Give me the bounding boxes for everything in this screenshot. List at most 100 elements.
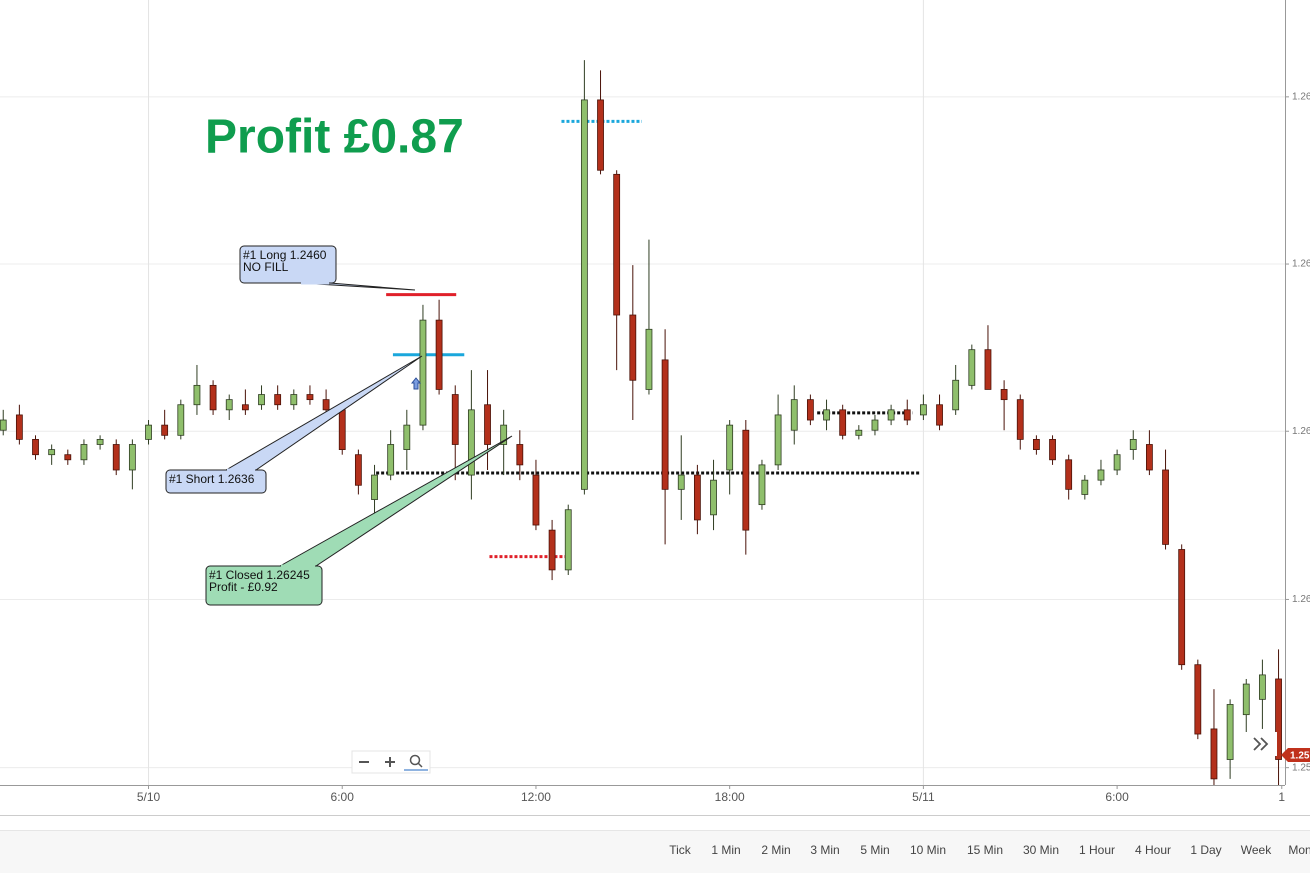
candle-body xyxy=(1129,438,1137,450)
zoom-reset[interactable] xyxy=(404,754,428,771)
entry-arrow xyxy=(410,377,422,390)
candle-body xyxy=(629,314,637,381)
y-tick-label: 1.26 xyxy=(1292,426,1310,437)
candle-body xyxy=(1065,459,1073,490)
candle-body xyxy=(128,444,136,471)
candle-body xyxy=(548,529,556,571)
candle-body xyxy=(403,424,411,450)
timeframe-button[interactable]: 1 Hour xyxy=(1079,843,1115,857)
candle-body xyxy=(1049,438,1056,461)
candle-body xyxy=(306,394,314,401)
candle-body xyxy=(871,419,879,431)
candle-body xyxy=(371,474,378,500)
candle-body xyxy=(225,399,233,411)
timeframe-button[interactable]: 1 Day xyxy=(1190,843,1221,857)
timeframe-button[interactable]: Mon xyxy=(1288,843,1310,857)
candle-body xyxy=(1178,549,1186,666)
candle-body xyxy=(274,394,282,406)
y-tick-label: 1.26 xyxy=(1292,91,1310,102)
callout-text: #1 Closed 1.26245 xyxy=(209,568,310,582)
candle-body xyxy=(338,409,346,450)
candle-body xyxy=(112,444,120,471)
candle-body xyxy=(467,409,475,476)
candle-body xyxy=(1000,389,1008,401)
timeframe-button[interactable]: 10 Min xyxy=(910,843,946,857)
candle-body xyxy=(710,479,717,516)
candle-body xyxy=(451,394,459,445)
timeframe-button[interactable]: 4 Hour xyxy=(1135,843,1171,857)
callout-box xyxy=(165,469,267,494)
timeframe-button[interactable]: Tick xyxy=(669,843,692,857)
callout-box xyxy=(239,245,337,284)
x-tick-label: 6:00 xyxy=(331,790,355,804)
candle-body xyxy=(48,449,56,456)
candle-body xyxy=(887,409,895,421)
candle-body xyxy=(984,349,992,390)
candle-body xyxy=(193,384,201,406)
candle-body xyxy=(435,319,443,390)
candle-body xyxy=(1081,479,1089,495)
candle-body xyxy=(774,414,782,466)
callout-seam xyxy=(281,564,315,568)
timeframe-button[interactable]: 1 Min xyxy=(711,843,740,857)
timeframe-button[interactable]: 2 Min xyxy=(761,843,790,857)
candle-body xyxy=(645,328,653,390)
candle-body xyxy=(1194,664,1202,735)
candle-body xyxy=(693,474,701,521)
candle-body xyxy=(790,399,798,431)
candle-body xyxy=(0,419,7,431)
candle-body xyxy=(758,464,766,506)
profit-headline: Profit £0.87 xyxy=(205,111,464,164)
toolbar-bg xyxy=(0,830,1310,873)
candle-body xyxy=(64,454,72,461)
price-tag: 1.257 xyxy=(1290,751,1310,762)
candle-body xyxy=(936,404,943,426)
candle-body xyxy=(1258,674,1266,700)
candle-body xyxy=(597,99,604,171)
callout-seam xyxy=(227,468,255,472)
candle-body xyxy=(15,414,23,440)
candle-body xyxy=(580,99,588,490)
candle-body xyxy=(677,474,685,490)
candle-body xyxy=(726,424,734,471)
callout-text: #1 Long 1.2460 xyxy=(243,248,327,262)
candle-body xyxy=(903,409,911,421)
zoom-in[interactable] xyxy=(385,757,395,767)
timeframe-button[interactable]: 15 Min xyxy=(967,843,1003,857)
scroll-right[interactable] xyxy=(1245,732,1277,756)
timeframe-button[interactable]: 30 Min xyxy=(1023,843,1059,857)
callout-text: NO FILL xyxy=(243,260,289,274)
candle-body xyxy=(1242,683,1250,716)
candle-body xyxy=(919,404,927,416)
y-tick-label: 1.26 xyxy=(1292,594,1310,605)
callout-box xyxy=(205,565,323,606)
candle-body xyxy=(516,444,524,466)
x-tick-label: 12:00 xyxy=(521,790,551,804)
candle-body xyxy=(80,444,88,461)
x-tick-label: 1 xyxy=(1278,790,1285,804)
candle-body xyxy=(1145,444,1153,471)
candle-body xyxy=(968,349,976,386)
candle-body xyxy=(1016,399,1024,440)
candle-body xyxy=(96,438,104,445)
candle-body xyxy=(484,404,491,445)
candle-body xyxy=(532,474,540,526)
candle-body xyxy=(952,379,960,411)
price-tag-bg xyxy=(1281,748,1310,762)
candle-body xyxy=(661,359,669,490)
timeframe-button[interactable]: 3 Min xyxy=(810,843,839,857)
candle-body xyxy=(564,509,572,571)
callout-seam xyxy=(301,281,329,285)
candle-body xyxy=(1097,469,1105,481)
x-tick-label: 5/10 xyxy=(137,790,161,804)
candle-body xyxy=(419,319,427,426)
candle-body xyxy=(500,424,508,445)
y-tick-label: 1.26 xyxy=(1292,259,1310,270)
candle-body xyxy=(1226,704,1234,760)
timeframe-button[interactable]: Week xyxy=(1241,843,1272,857)
candle-body xyxy=(613,173,621,316)
timeframe-button[interactable]: 5 Min xyxy=(860,843,889,857)
candle-body xyxy=(1032,438,1040,450)
